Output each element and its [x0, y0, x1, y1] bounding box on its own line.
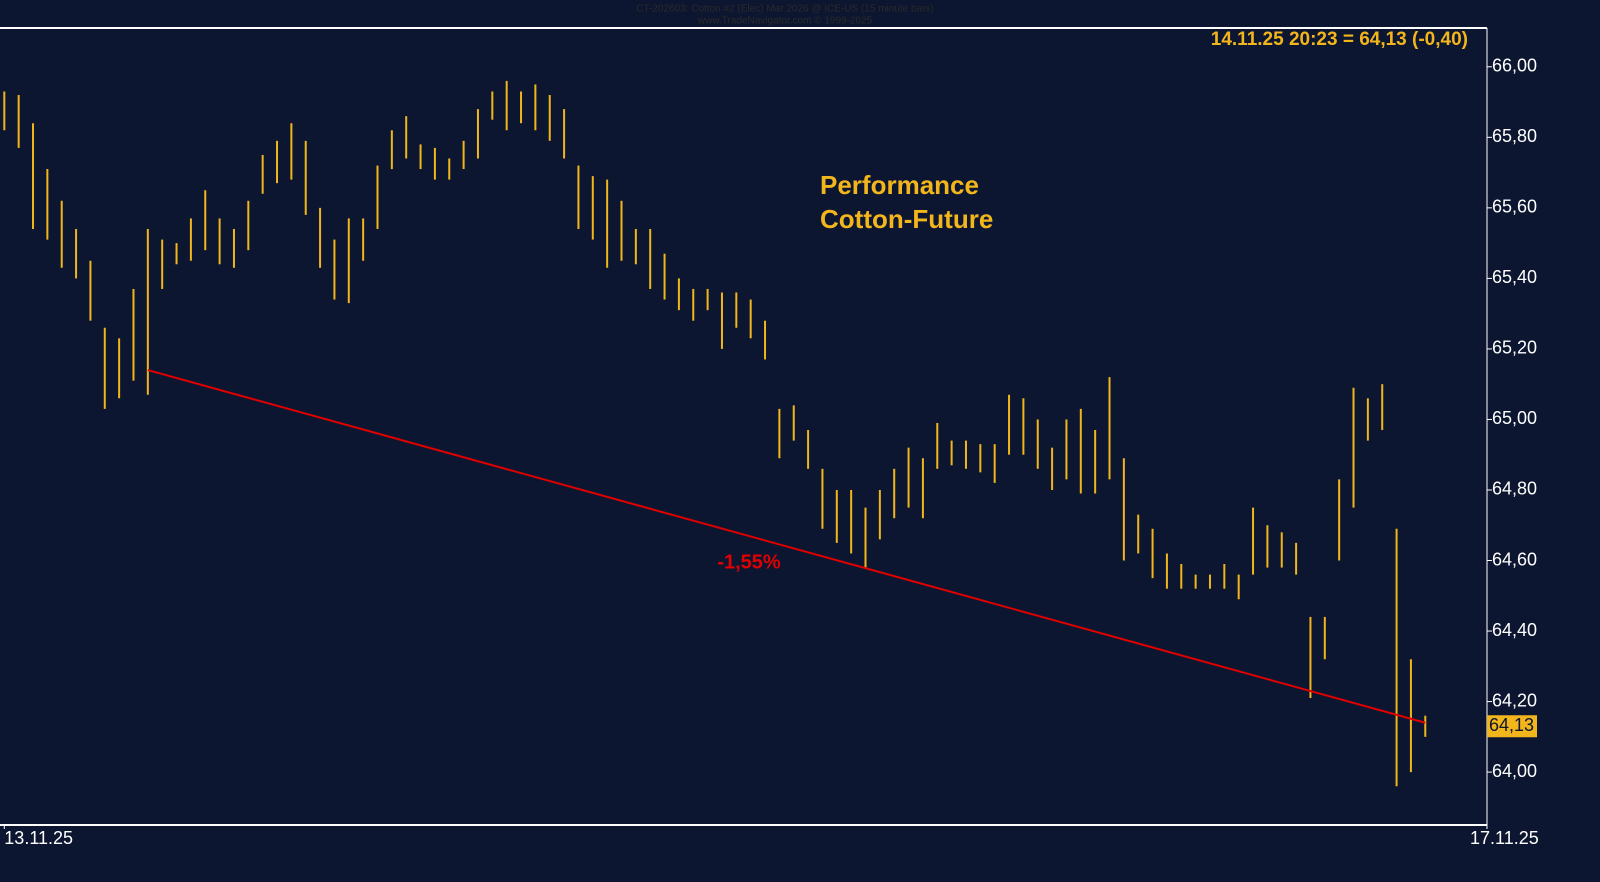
- y-tick-label: 65,80: [1492, 126, 1537, 146]
- y-tick-label: 64,80: [1492, 479, 1537, 499]
- annotation: Performance Cotton-Future: [820, 170, 993, 234]
- trend-label: -1,55%: [717, 551, 781, 573]
- y-tick-label: 65,20: [1492, 338, 1537, 358]
- last-quote: 14.11.25 20:23 = 64,13 (-0,40): [1211, 29, 1468, 50]
- chart-title: CT-202603: Cotton #2 (Elec) Mar 2026 @ I…: [636, 4, 934, 15]
- x-tick-label: 17.11.25: [1470, 828, 1539, 848]
- y-tick-label: 64,20: [1492, 690, 1537, 710]
- trend-line: [147, 369, 1426, 724]
- y-tick-label: 65,00: [1492, 408, 1537, 428]
- y-tick-label: 64,60: [1492, 549, 1537, 569]
- y-tick-label: 65,40: [1492, 267, 1537, 287]
- x-tick-label: 13.11.25: [4, 828, 73, 848]
- y-tick-label: 65,60: [1492, 197, 1537, 217]
- y-tick-label: 66,00: [1492, 56, 1537, 76]
- last-price-label: 64,13: [1489, 715, 1534, 735]
- y-tick-label: 64,40: [1492, 620, 1537, 640]
- y-tick-label: 64,00: [1492, 761, 1537, 781]
- last-price-tag: [1487, 715, 1537, 738]
- chart-subtitle: www.TradeNavigator.com © 1999-2025: [697, 16, 873, 27]
